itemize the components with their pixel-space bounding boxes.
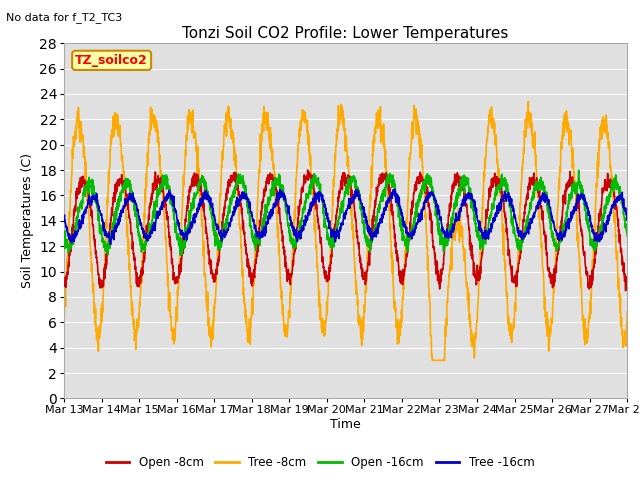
Title: Tonzi Soil CO2 Profile: Lower Temperatures: Tonzi Soil CO2 Profile: Lower Temperatur… <box>182 25 509 41</box>
Legend: Open -8cm, Tree -8cm, Open -16cm, Tree -16cm: Open -8cm, Tree -8cm, Open -16cm, Tree -… <box>101 452 539 474</box>
Text: TZ_soilco2: TZ_soilco2 <box>76 54 148 67</box>
Y-axis label: Soil Temperatures (C): Soil Temperatures (C) <box>20 153 34 288</box>
X-axis label: Time: Time <box>330 418 361 431</box>
Text: No data for f_T2_TC3: No data for f_T2_TC3 <box>6 12 123 23</box>
